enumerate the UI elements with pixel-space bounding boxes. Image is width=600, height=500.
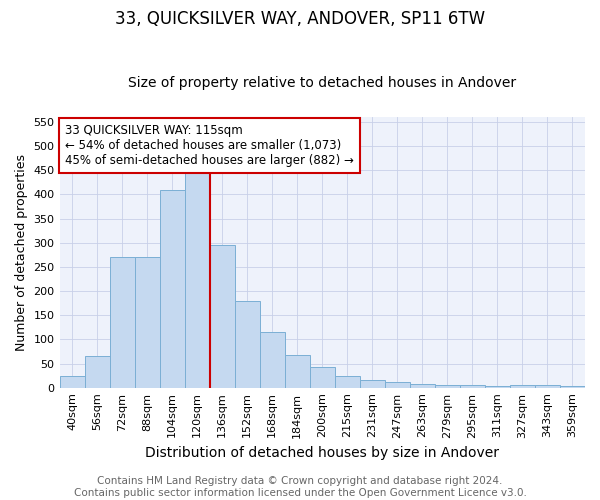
Bar [235, 300, 260, 388]
Bar [410, 384, 435, 388]
Bar [360, 380, 385, 388]
X-axis label: Distribution of detached houses by size in Andover: Distribution of detached houses by size … [145, 446, 499, 460]
Bar [310, 367, 335, 388]
Bar [385, 382, 410, 388]
Bar [85, 356, 110, 388]
Bar [110, 257, 134, 388]
Text: Contains HM Land Registry data © Crown copyright and database right 2024.
Contai: Contains HM Land Registry data © Crown c… [74, 476, 526, 498]
Bar [59, 376, 85, 388]
Bar [185, 168, 209, 388]
Bar [260, 332, 285, 388]
Title: Size of property relative to detached houses in Andover: Size of property relative to detached ho… [128, 76, 517, 90]
Bar [460, 386, 485, 388]
Bar [160, 190, 185, 388]
Y-axis label: Number of detached properties: Number of detached properties [15, 154, 28, 351]
Bar [335, 376, 360, 388]
Bar [485, 386, 510, 388]
Bar [209, 245, 235, 388]
Bar [435, 385, 460, 388]
Bar [535, 386, 560, 388]
Bar [134, 257, 160, 388]
Bar [510, 386, 535, 388]
Bar [285, 356, 310, 388]
Text: 33, QUICKSILVER WAY, ANDOVER, SP11 6TW: 33, QUICKSILVER WAY, ANDOVER, SP11 6TW [115, 10, 485, 28]
Bar [560, 386, 585, 388]
Text: 33 QUICKSILVER WAY: 115sqm
← 54% of detached houses are smaller (1,073)
45% of s: 33 QUICKSILVER WAY: 115sqm ← 54% of deta… [65, 124, 353, 167]
